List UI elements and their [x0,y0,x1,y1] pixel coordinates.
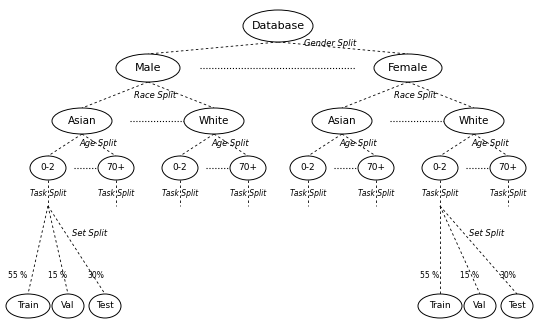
Text: Race Split: Race Split [134,91,176,100]
Ellipse shape [6,294,50,318]
Text: 55 %: 55 % [420,271,440,280]
Text: Asian: Asian [327,116,356,126]
Text: 55 %: 55 % [8,271,28,280]
Text: Set Split: Set Split [469,229,504,238]
Text: White: White [459,116,489,126]
Ellipse shape [444,108,504,134]
Ellipse shape [374,54,442,82]
Ellipse shape [312,108,372,134]
Text: Val: Val [61,302,75,310]
Text: Val: Val [473,302,486,310]
Text: 0-2: 0-2 [41,164,55,172]
Text: Age Split: Age Split [79,138,117,147]
Text: Male: Male [135,63,161,73]
Text: 70+: 70+ [499,164,518,172]
Text: Task Split: Task Split [230,189,266,198]
Text: Age Split: Age Split [471,138,509,147]
Ellipse shape [290,156,326,180]
Ellipse shape [358,156,394,180]
Text: Train: Train [17,302,39,310]
Ellipse shape [116,54,180,82]
Text: Train: Train [429,302,451,310]
Text: Age Split: Age Split [211,138,249,147]
Text: Database: Database [251,21,305,31]
Text: Task Split: Task Split [422,189,458,198]
Text: Asian: Asian [68,116,96,126]
Ellipse shape [490,156,526,180]
Text: Task Split: Task Split [162,189,198,198]
Text: 30%: 30% [499,271,517,280]
Text: Test: Test [508,302,526,310]
Text: 30%: 30% [87,271,105,280]
Text: Female: Female [388,63,428,73]
Text: Task Split: Task Split [98,189,134,198]
Ellipse shape [30,156,66,180]
Text: 0-2: 0-2 [301,164,315,172]
Ellipse shape [89,294,121,318]
Ellipse shape [98,156,134,180]
Text: Task Split: Task Split [290,189,326,198]
Text: 70+: 70+ [366,164,385,172]
Ellipse shape [52,108,112,134]
Text: Test: Test [96,302,114,310]
Ellipse shape [418,294,462,318]
Text: 0-2: 0-2 [433,164,448,172]
Text: 0-2: 0-2 [173,164,187,172]
Text: Task Split: Task Split [358,189,394,198]
Ellipse shape [162,156,198,180]
Text: White: White [199,116,229,126]
Ellipse shape [184,108,244,134]
Text: 15 %: 15 % [460,271,480,280]
Text: 70+: 70+ [239,164,257,172]
Text: Gender Split: Gender Split [304,40,356,49]
Text: Set Split: Set Split [72,229,107,238]
Ellipse shape [230,156,266,180]
Ellipse shape [501,294,533,318]
Text: 15 %: 15 % [48,271,68,280]
Text: 70+: 70+ [107,164,126,172]
Text: Task Split: Task Split [490,189,526,198]
Ellipse shape [422,156,458,180]
Text: Race Split: Race Split [394,91,436,100]
Ellipse shape [464,294,496,318]
Ellipse shape [243,10,313,42]
Text: Task Split: Task Split [30,189,66,198]
Text: Age Split: Age Split [339,138,377,147]
Ellipse shape [52,294,84,318]
